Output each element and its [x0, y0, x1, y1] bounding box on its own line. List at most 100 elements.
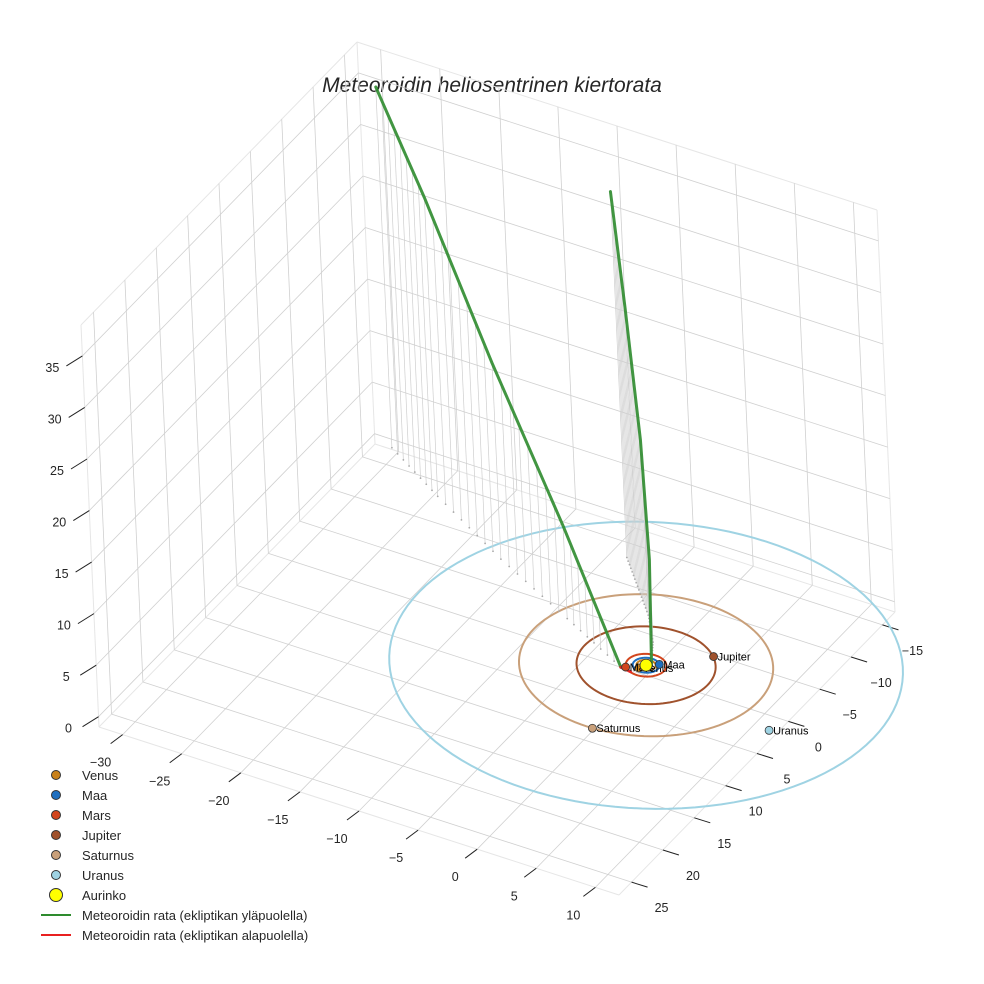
x-tick-label: −10	[326, 832, 347, 846]
y-tick	[631, 881, 648, 888]
z-tick-label: 20	[52, 516, 66, 530]
planet-maa[interactable]	[654, 660, 664, 669]
drop-line	[387, 114, 404, 460]
drop-line	[626, 324, 640, 590]
legend-item: Meteoroidin rata (ekliptikan yläpuolella…	[36, 905, 308, 925]
legend-item: Aurinko	[36, 885, 308, 905]
drop-point	[516, 573, 519, 575]
y-tick	[788, 720, 805, 727]
drop-line	[544, 485, 551, 604]
drop-line	[518, 424, 527, 582]
drop-point	[633, 578, 636, 581]
planet-mars[interactable]	[621, 662, 631, 672]
drop-line	[615, 235, 632, 569]
drop-line	[381, 100, 398, 454]
drop-line	[569, 543, 575, 625]
z-tick	[66, 355, 83, 367]
x-tick	[287, 791, 301, 802]
legend-label: Jupiter	[82, 827, 122, 843]
z-tick	[82, 716, 99, 728]
grid-line-y-wall	[124, 279, 144, 682]
drop-point	[402, 459, 405, 461]
grid-line-y-wall	[249, 151, 269, 554]
drop-point	[646, 610, 648, 613]
grid-line-x-wall	[498, 87, 518, 490]
grid-line-x-wall	[380, 49, 400, 452]
y-tick-label: −15	[902, 644, 923, 658]
grid-line-y-wall	[93, 312, 112, 715]
planet-saturnus[interactable]	[588, 723, 597, 733]
drop-point	[541, 595, 544, 598]
drop-line	[423, 197, 439, 497]
planet-aurinko[interactable]	[639, 658, 653, 672]
grid-line-z-left	[93, 330, 371, 614]
drop-line	[610, 191, 628, 558]
drop-line	[632, 373, 644, 601]
planet-label-maa: Maa	[663, 659, 685, 671]
z-tick-label: 35	[45, 361, 59, 375]
planet-uranus[interactable]	[764, 725, 774, 735]
legend-label: Mars	[82, 807, 111, 823]
x-tick-label: −25	[149, 775, 170, 789]
grid-line-y-wall	[187, 215, 207, 618]
grid-line-y-wall	[281, 119, 301, 522]
drop-point	[549, 602, 552, 605]
grid-line-z-right	[358, 72, 879, 242]
drop-line	[457, 280, 470, 528]
legend-label: Meteoroidin rata (ekliptikan yläpuolella…	[82, 907, 308, 923]
drop-point	[593, 641, 595, 644]
meteoroid-path[interactable]	[374, 85, 623, 669]
drop-line	[619, 264, 634, 576]
marker-dot-icon	[36, 888, 76, 902]
y-tick	[819, 688, 836, 695]
drop-line	[636, 406, 646, 608]
drop-line	[598, 614, 602, 649]
drop-line	[405, 156, 421, 479]
drop-line	[440, 238, 454, 513]
drop-point	[476, 534, 479, 537]
pane-edge	[876, 209, 896, 613]
x-tick	[523, 867, 537, 878]
drop-point	[627, 560, 630, 562]
drop-point	[413, 471, 416, 473]
planet-label-saturnus: Saturnus	[596, 723, 641, 735]
legend-label: Saturnus	[82, 847, 135, 863]
drop-point	[643, 603, 646, 606]
y-tick-label: 5	[784, 773, 791, 787]
meteoroid-path[interactable]	[608, 190, 654, 666]
drop-point	[629, 567, 632, 570]
drop-line	[628, 340, 641, 594]
x-tick-label: −30	[90, 756, 111, 770]
z-tick	[77, 613, 95, 625]
z-tick-label: 0	[65, 722, 72, 736]
drop-point	[642, 599, 644, 602]
drop-point	[484, 542, 487, 545]
grid-line-z-right	[360, 124, 881, 293]
legend: Venus Maa Mars Jupiter Saturnus Uranus Aurinko…	[36, 765, 308, 945]
line-swatch-icon	[36, 934, 76, 936]
drop-line	[630, 357, 642, 598]
line-swatch-icon	[36, 914, 76, 916]
marker-dot-icon	[36, 810, 76, 820]
y-tick-label: −10	[870, 676, 891, 690]
drop-line	[577, 561, 581, 631]
legend-label: Uranus	[82, 867, 124, 883]
y-tick	[850, 656, 868, 663]
drop-line	[613, 220, 630, 565]
drop-line	[466, 301, 478, 536]
planet-jupiter[interactable]	[709, 652, 718, 661]
planet-label-uranus: Uranus	[773, 725, 809, 737]
grid-line-x-wall	[675, 145, 695, 548]
orbit-jupiter	[575, 625, 717, 706]
drop-point	[652, 641, 654, 644]
legend-label: Venus	[82, 767, 119, 783]
drop-line	[622, 293, 637, 583]
drop-point	[613, 660, 616, 663]
marker-dot-icon	[36, 790, 76, 800]
drop-point	[606, 654, 609, 656]
drop-point	[586, 635, 589, 638]
drop-point	[500, 558, 502, 561]
drop-line	[500, 383, 510, 567]
drop-line	[591, 596, 595, 643]
